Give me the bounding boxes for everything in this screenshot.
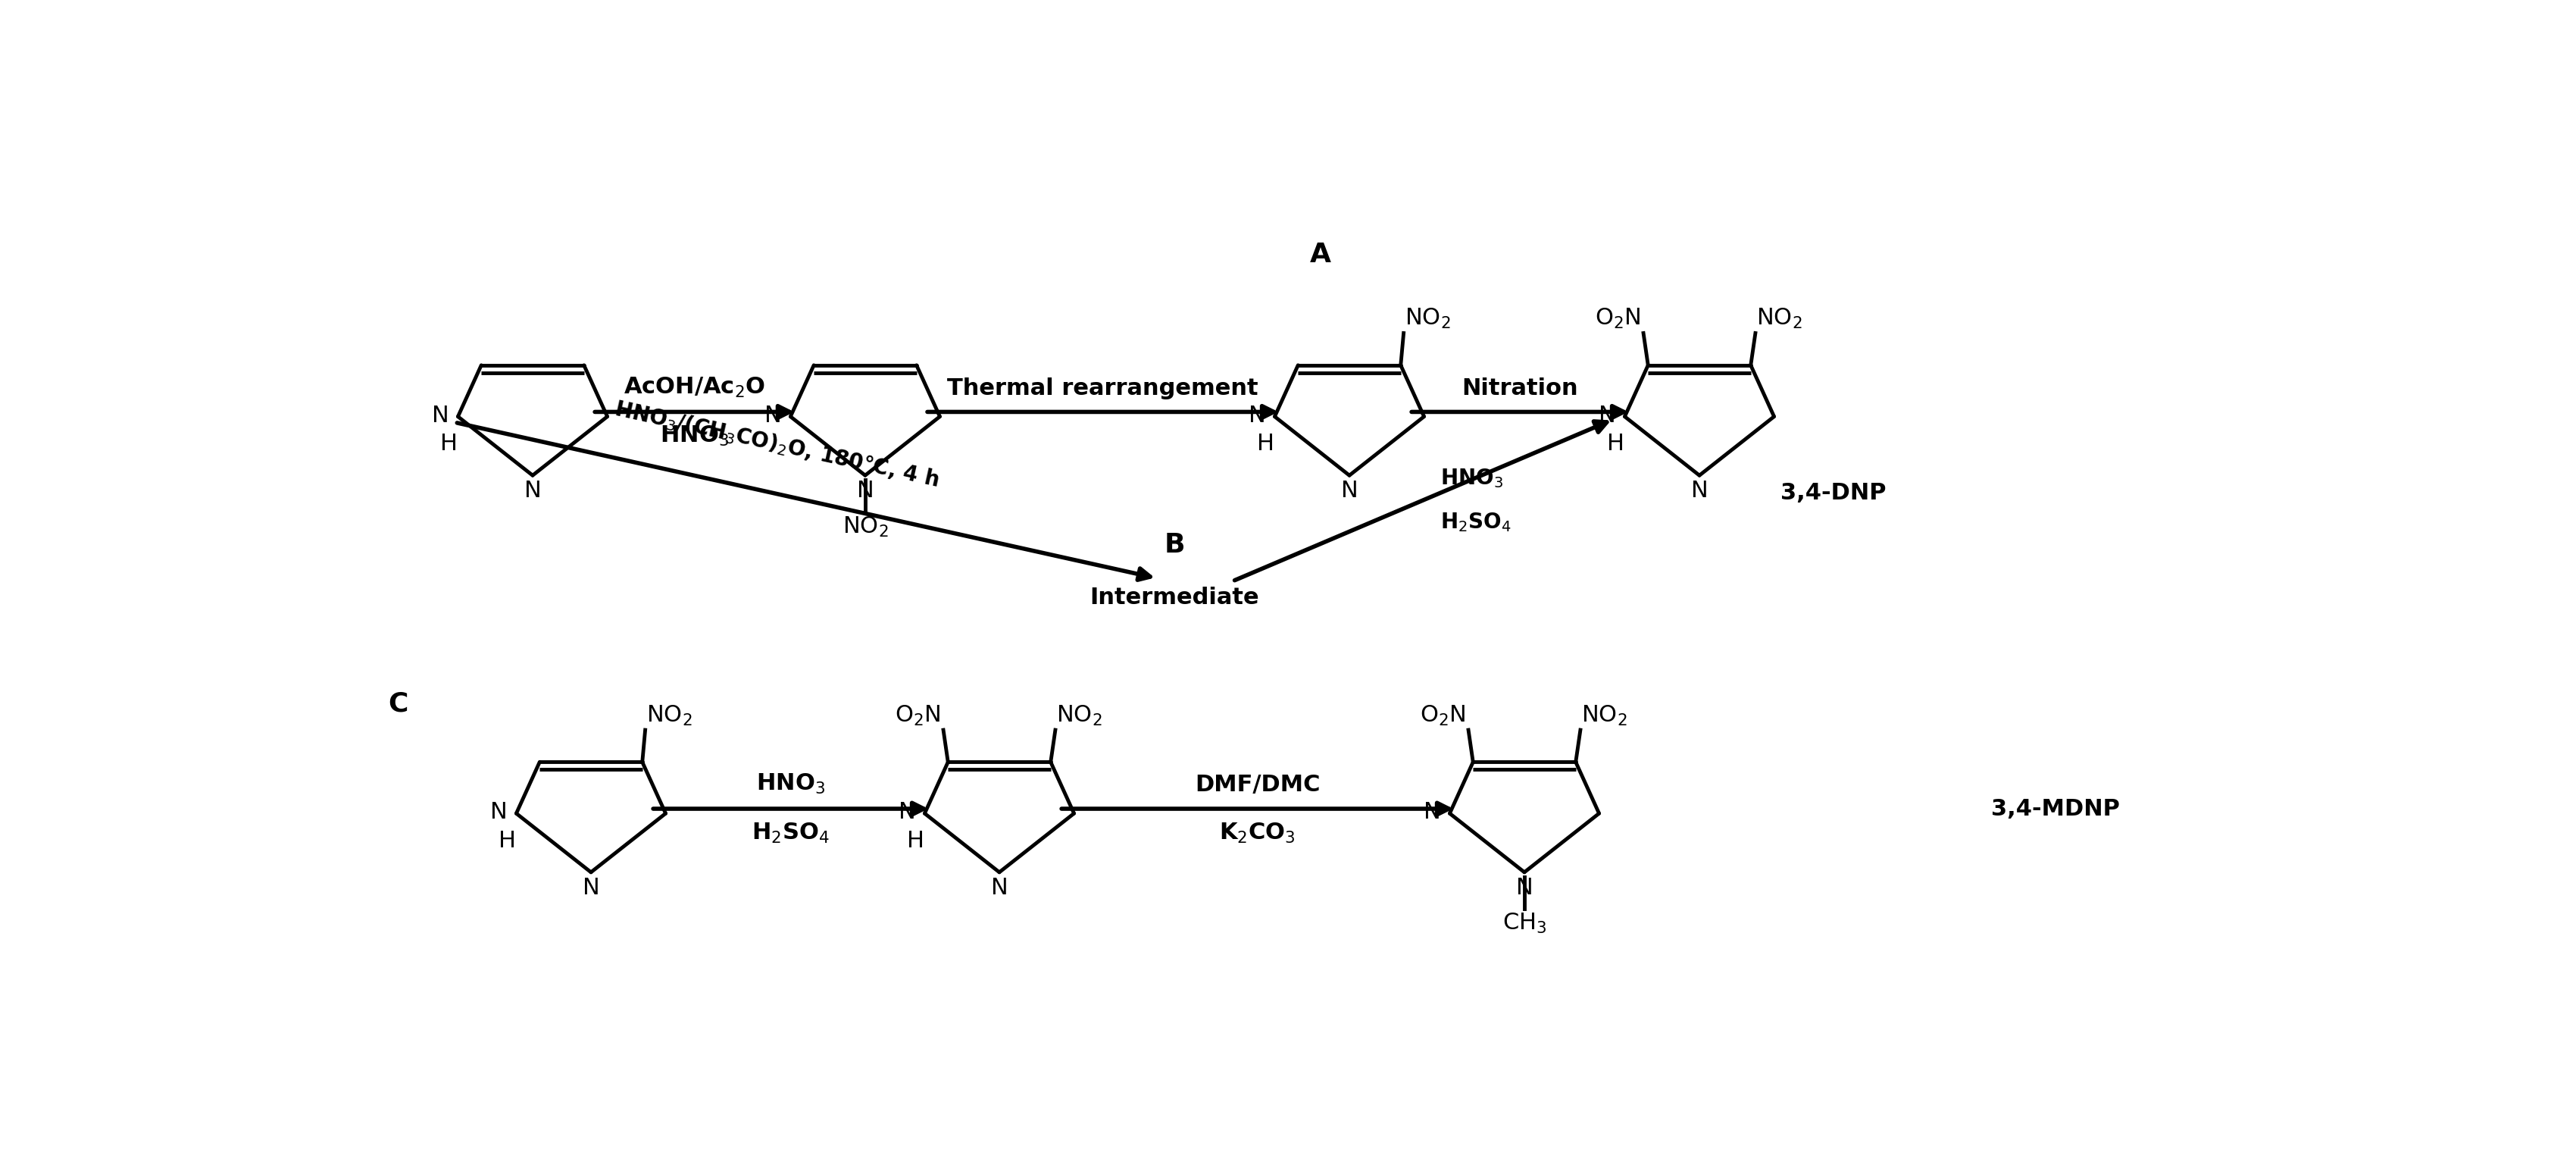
Text: A: A: [1309, 241, 1332, 267]
Text: N: N: [1600, 404, 1615, 426]
Text: N: N: [582, 877, 600, 899]
Text: Nitration: Nitration: [1461, 377, 1579, 399]
Text: N: N: [433, 404, 448, 426]
Text: NO$_2$: NO$_2$: [842, 515, 889, 539]
Text: AcOH/Ac$_2$O: AcOH/Ac$_2$O: [623, 376, 765, 399]
Text: O$_2$N: O$_2$N: [894, 704, 940, 727]
Text: K$_2$CO$_3$: K$_2$CO$_3$: [1218, 822, 1296, 845]
Text: H$_2$SO$_4$: H$_2$SO$_4$: [752, 822, 829, 845]
Text: N: N: [1425, 801, 1440, 823]
Text: H: H: [1257, 433, 1275, 454]
Text: HNO$_3$: HNO$_3$: [659, 425, 729, 448]
Text: 3,4-DNP: 3,4-DNP: [1780, 482, 1886, 504]
Text: HNO$_3$: HNO$_3$: [1440, 467, 1504, 489]
Text: NO$_2$: NO$_2$: [647, 704, 693, 727]
Text: Thermal rearrangement: Thermal rearrangement: [948, 377, 1260, 399]
Text: H: H: [907, 830, 925, 851]
Text: H: H: [497, 830, 515, 851]
Text: Intermediate: Intermediate: [1090, 587, 1260, 609]
Text: H: H: [1607, 433, 1623, 454]
Text: O$_2$N: O$_2$N: [1595, 307, 1641, 330]
Text: 3,4-MDNP: 3,4-MDNP: [1991, 797, 2120, 820]
Text: C: C: [389, 691, 410, 717]
Text: N: N: [523, 480, 541, 502]
Text: NO$_2$: NO$_2$: [1404, 307, 1450, 330]
Text: NO$_2$: NO$_2$: [1582, 704, 1628, 727]
Text: H$_2$SO$_4$: H$_2$SO$_4$: [1440, 511, 1512, 534]
Text: HNO$_3$: HNO$_3$: [757, 773, 824, 796]
Text: NO$_2$: NO$_2$: [1056, 704, 1103, 727]
Text: CH$_3$: CH$_3$: [1502, 912, 1546, 936]
Text: N: N: [489, 801, 507, 823]
Text: N: N: [1249, 404, 1265, 426]
Text: O$_2$N: O$_2$N: [1419, 704, 1466, 727]
Text: HNO$_3$/(CH$_3$CO)$_2$O, 180°C, 4 h: HNO$_3$/(CH$_3$CO)$_2$O, 180°C, 4 h: [613, 397, 940, 492]
Text: N: N: [1515, 877, 1533, 899]
Text: N: N: [992, 877, 1007, 899]
Text: DMF/DMC: DMF/DMC: [1195, 774, 1319, 796]
Text: N: N: [858, 480, 873, 502]
Text: NO$_2$: NO$_2$: [1757, 307, 1803, 330]
Text: N: N: [899, 801, 917, 823]
Text: H: H: [440, 433, 459, 454]
Text: N: N: [1690, 480, 1708, 502]
Text: N: N: [1340, 480, 1358, 502]
Text: N: N: [765, 404, 781, 426]
Text: B: B: [1164, 532, 1185, 557]
